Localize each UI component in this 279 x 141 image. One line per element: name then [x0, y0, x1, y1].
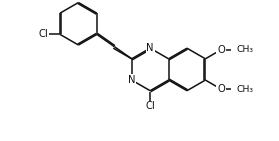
Text: Cl: Cl — [39, 29, 48, 39]
Text: CH₃: CH₃ — [237, 45, 254, 54]
Text: O: O — [217, 45, 225, 55]
Text: O: O — [217, 84, 225, 94]
Text: CH₃: CH₃ — [237, 85, 254, 94]
Text: N: N — [146, 43, 154, 53]
Text: Cl: Cl — [145, 101, 155, 111]
Text: N: N — [128, 75, 136, 85]
